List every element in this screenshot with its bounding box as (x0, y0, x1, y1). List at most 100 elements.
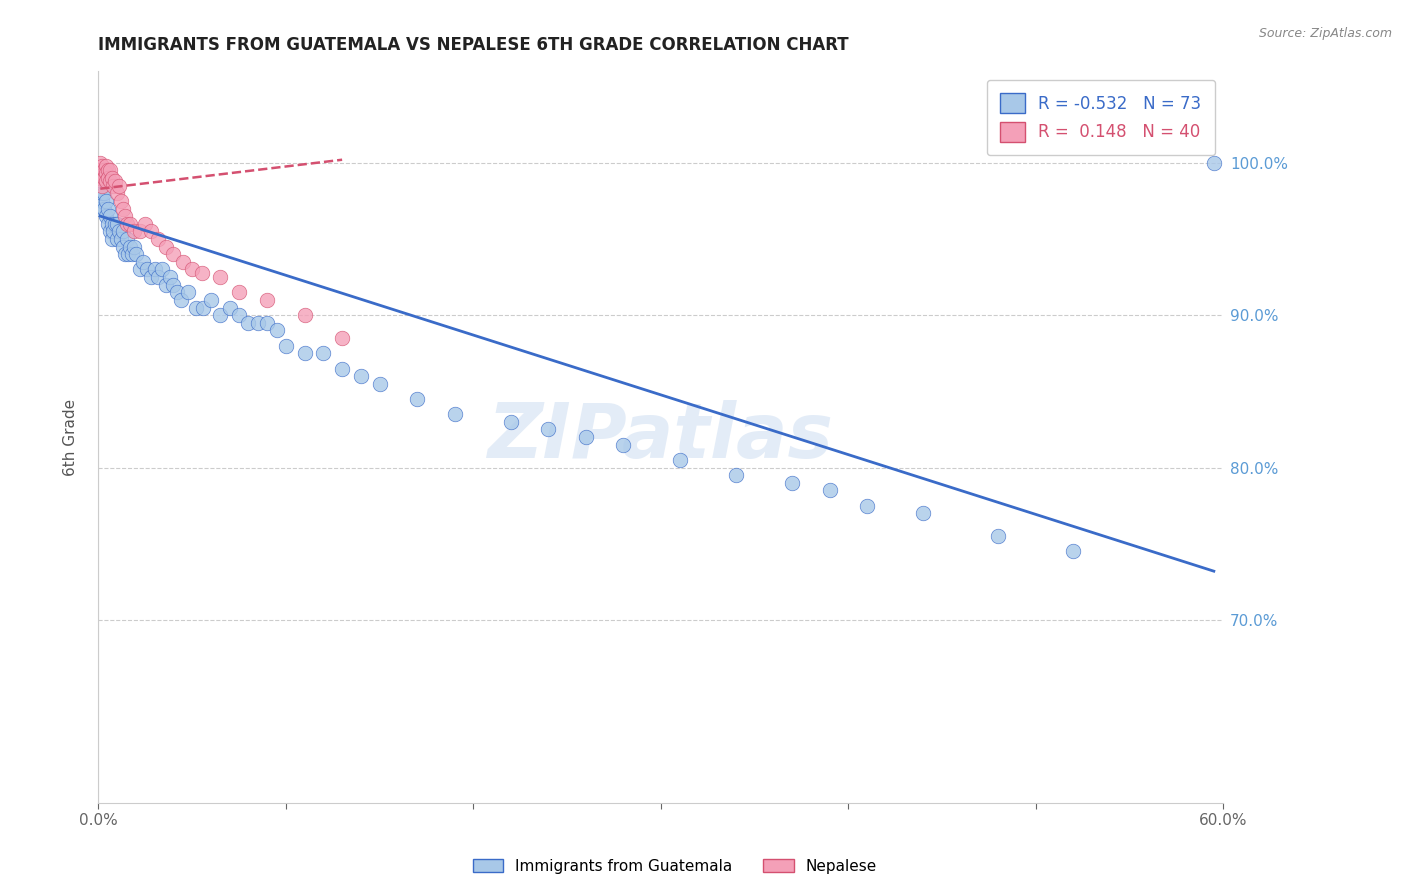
Point (117, 247, 139, 261)
Point (912, 506, 935, 520)
Point (136, 262, 159, 277)
Point (218, 301, 240, 315)
Point (443, 407, 465, 421)
Point (148, 232, 170, 246)
Point (132, 255, 155, 269)
Point (246, 316, 269, 330)
Point (94, 174, 117, 188)
Point (143, 262, 166, 277)
Point (94, 194, 117, 208)
Point (110, 232, 132, 246)
Point (115, 232, 138, 246)
Point (98, 163, 121, 178)
Legend: Immigrants from Guatemala, Nepalese: Immigrants from Guatemala, Nepalese (467, 853, 883, 880)
Point (1202, 155, 1225, 169)
Point (148, 270, 170, 285)
Point (93, 163, 115, 178)
Point (166, 285, 188, 300)
Point (108, 224, 131, 238)
Point (266, 323, 288, 337)
Point (177, 285, 200, 300)
Y-axis label: 6th Grade: 6th Grade (63, 399, 77, 475)
Point (93, 186, 115, 201)
Point (330, 331, 353, 345)
Point (114, 247, 136, 261)
Point (121, 247, 143, 261)
Point (294, 346, 316, 360)
Text: IMMIGRANTS FROM GUATEMALA VS NEPALESE 6TH GRADE CORRELATION CHART: IMMIGRANTS FROM GUATEMALA VS NEPALESE 6T… (98, 36, 849, 54)
Point (350, 369, 373, 384)
Point (105, 232, 128, 246)
Point (91, 186, 114, 201)
Point (406, 392, 429, 406)
Point (108, 178, 131, 193)
Point (98, 174, 121, 188)
Point (89, 171, 111, 186)
Point (150, 262, 173, 277)
Point (100, 232, 122, 246)
Point (294, 308, 316, 322)
Point (128, 224, 150, 238)
Point (209, 270, 232, 285)
Point (120, 239, 142, 253)
Point (724, 468, 747, 483)
Point (89, 163, 111, 178)
Point (98, 209, 121, 223)
Point (111, 224, 134, 238)
Point (238, 316, 260, 330)
Point (91, 159, 114, 173)
Point (575, 430, 598, 444)
Point (987, 529, 1010, 543)
Point (94, 166, 117, 180)
Point (193, 301, 215, 315)
Point (97, 202, 120, 216)
Point (200, 293, 222, 307)
Point (97, 163, 120, 178)
Point (162, 247, 184, 261)
Point (105, 217, 128, 231)
Point (139, 224, 162, 238)
Point (125, 247, 148, 261)
Point (104, 174, 127, 188)
Point (91, 168, 114, 182)
Point (105, 186, 128, 201)
Point (115, 217, 138, 231)
Point (91, 194, 114, 208)
Point (98, 224, 121, 238)
Legend: R = -0.532   N = 73, R =  0.148   N = 40: R = -0.532 N = 73, R = 0.148 N = 40 (987, 79, 1215, 155)
Point (228, 308, 250, 322)
Point (97, 171, 120, 186)
Point (330, 361, 353, 376)
Point (97, 217, 120, 231)
Point (499, 415, 522, 429)
Point (162, 277, 184, 292)
Point (856, 499, 879, 513)
Point (184, 301, 207, 315)
Point (312, 346, 335, 360)
Point (104, 217, 127, 231)
Point (780, 475, 803, 490)
Point (103, 178, 125, 193)
Point (139, 270, 162, 285)
Point (114, 209, 136, 223)
Point (172, 255, 194, 269)
Point (128, 262, 150, 277)
Point (122, 239, 145, 253)
Point (93, 202, 115, 216)
Point (89, 202, 111, 216)
Point (111, 202, 134, 216)
Point (134, 217, 156, 231)
Point (91, 178, 114, 193)
Point (111, 239, 134, 253)
Point (100, 217, 122, 231)
Point (256, 316, 278, 330)
Point (94, 209, 117, 223)
Point (181, 262, 204, 277)
Point (155, 239, 177, 253)
Point (100, 171, 122, 186)
Text: ZIPatlas: ZIPatlas (488, 401, 834, 474)
Point (209, 308, 232, 322)
Point (228, 285, 250, 300)
Point (89, 171, 111, 186)
Point (103, 224, 125, 238)
